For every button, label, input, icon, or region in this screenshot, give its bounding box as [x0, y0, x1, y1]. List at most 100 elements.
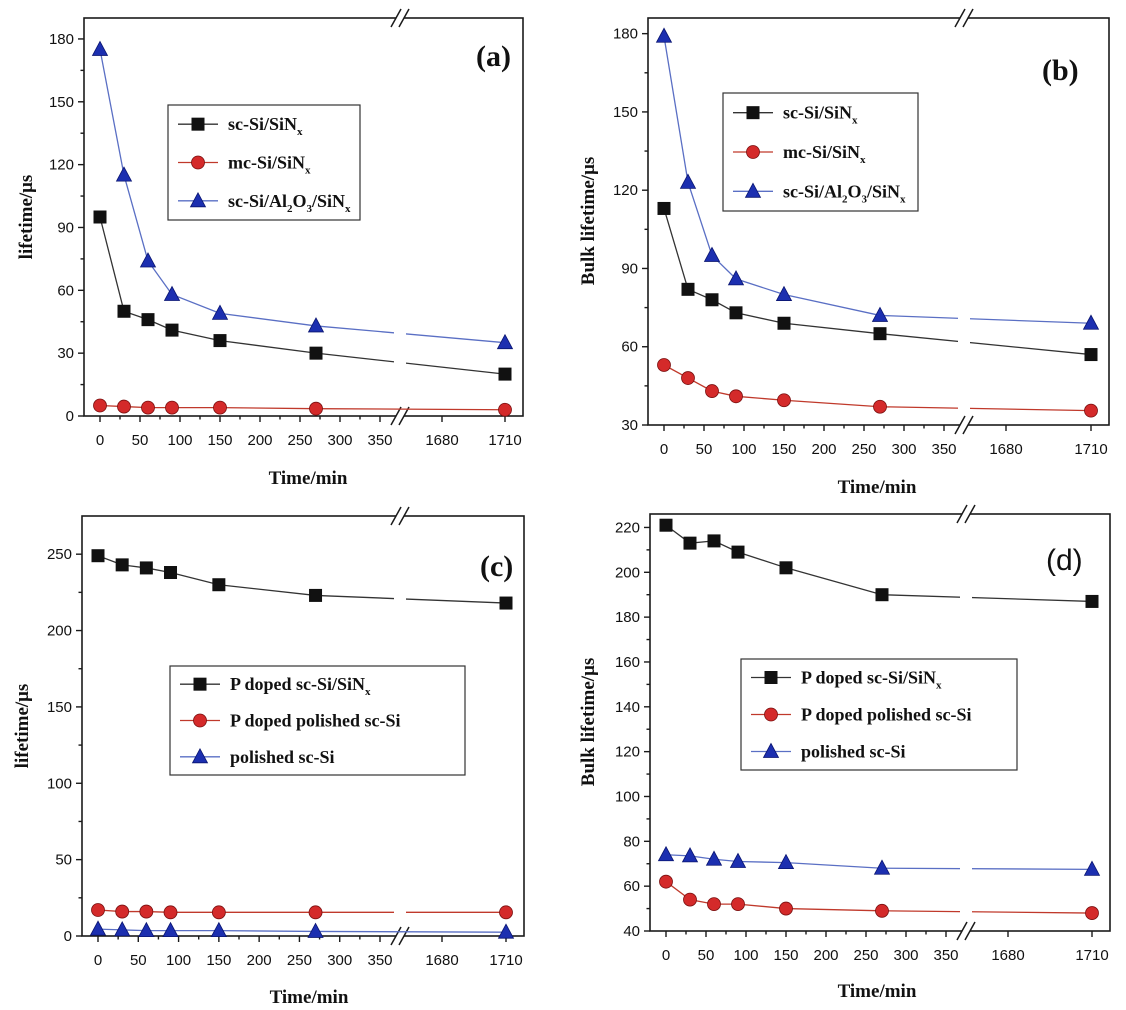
data-point	[91, 549, 105, 563]
x-tick-label: 150	[771, 441, 796, 458]
data-point	[213, 334, 227, 348]
y-tick-label: 80	[623, 833, 640, 850]
data-point	[871, 306, 889, 322]
legend-label: sc-Si/SiNx	[783, 103, 858, 127]
legend-marker	[191, 747, 209, 764]
x-tick-label: 250	[287, 432, 312, 449]
data-point	[731, 545, 745, 559]
data-point	[163, 285, 181, 301]
top-axis-break-mark	[954, 8, 966, 28]
data-point	[657, 358, 671, 372]
y-tick-label: 60	[57, 282, 74, 299]
data-point	[681, 847, 699, 863]
data-point	[213, 400, 227, 415]
data-point	[115, 558, 129, 572]
legend-marker	[193, 677, 207, 691]
data-point	[777, 316, 791, 330]
y-tick-label: 40	[623, 923, 640, 940]
series-break-gap	[394, 30, 406, 404]
series-line	[99, 404, 506, 411]
top-axis-break-mark	[964, 504, 976, 524]
x-axis-title: Time/min	[269, 468, 348, 489]
data-point	[498, 402, 512, 417]
data-point	[1084, 348, 1098, 362]
x-tick-label: 50	[132, 432, 149, 449]
panel-d: 0 50 100 150 200 250 300 350 1680 1710 40 60 80 100 12…	[578, 504, 1111, 1002]
data-point	[141, 313, 155, 327]
data-point	[1084, 403, 1098, 418]
top-axis-break-mark	[390, 8, 402, 28]
data-point	[679, 173, 697, 189]
data-point	[655, 27, 673, 43]
legend-marker	[189, 191, 207, 208]
data-point	[729, 389, 743, 404]
y-axis-title: lifetime/μs	[16, 175, 37, 260]
series-break-gap	[958, 30, 970, 413]
y-tick-label: 120	[613, 182, 638, 199]
data-point	[681, 371, 695, 385]
y-tick-label: 30	[621, 417, 638, 434]
data-point	[307, 922, 324, 938]
legend-label: sc-Si/Al2O3/SiNx	[783, 181, 906, 205]
y-axis-title: lifetime/μs	[12, 684, 33, 769]
x-axis-break-mark	[962, 415, 974, 435]
legend-label: P doped sc-Si/SiNx	[801, 668, 942, 692]
data-point	[138, 921, 155, 938]
panel-label: (a)	[476, 40, 511, 73]
x-tick-label: 100	[731, 441, 756, 458]
data-point	[165, 323, 179, 337]
x-tick-label: 100	[167, 432, 192, 449]
data-point	[165, 400, 179, 415]
x-tick-label: 1710	[488, 432, 521, 449]
x-tick-label: 50	[130, 952, 147, 969]
y-tick-label: 30	[57, 345, 74, 362]
y-tick-label: 0	[66, 408, 74, 425]
x-axis-break-mark	[956, 921, 968, 941]
data-point	[875, 588, 889, 602]
data-point	[683, 892, 697, 907]
y-tick-label: 250	[47, 546, 72, 563]
x-axis-title: Time/min	[270, 987, 349, 1008]
data-point	[729, 852, 747, 868]
x-tick-label: 1710	[1075, 947, 1108, 964]
data-point	[139, 904, 154, 919]
x-tick-label: 300	[327, 952, 352, 969]
data-point	[707, 897, 721, 911]
y-axis-title: Bulk lifetime/μs	[578, 658, 599, 786]
data-point	[164, 566, 178, 580]
x-tick-label: 150	[206, 952, 231, 969]
y-tick-label: 200	[615, 564, 640, 581]
legend-marker	[746, 106, 760, 120]
y-tick-label: 200	[47, 623, 72, 640]
data-point	[210, 921, 228, 938]
y-tick-label: 120	[49, 157, 74, 174]
data-point	[657, 845, 675, 862]
data-point	[683, 536, 697, 550]
data-point	[779, 901, 793, 916]
panel-label: (d)	[1046, 544, 1083, 577]
legend-marker	[762, 742, 780, 758]
x-tick-label: 350	[367, 952, 392, 969]
data-point	[309, 346, 323, 360]
x-axis-break-mark	[398, 406, 410, 426]
series-line	[97, 909, 506, 913]
y-tick-label: 140	[615, 699, 640, 716]
legend-marker	[764, 707, 778, 722]
x-tick-label: 350	[933, 947, 958, 964]
x-tick-label: 1710	[489, 952, 522, 969]
panel-c: 0 50 100 150 200 250 300 350 1680 1710 0 50 100 150 20…	[12, 506, 525, 1008]
legend-label: polished sc-Si	[230, 747, 335, 767]
legend-marker	[764, 671, 778, 684]
data-point	[139, 252, 157, 268]
x-tick-label: 1680	[425, 432, 458, 449]
data-point	[731, 897, 745, 911]
y-tick-label: 60	[623, 878, 640, 895]
legend-label: P doped sc-Si/SiNx	[230, 674, 371, 698]
data-point	[779, 561, 793, 575]
data-point	[162, 921, 179, 938]
legend-marker	[191, 117, 205, 131]
data-point	[93, 398, 107, 413]
legend-label: mc-Si/SiNx	[783, 142, 866, 166]
top-axis-break-mark	[398, 506, 410, 526]
